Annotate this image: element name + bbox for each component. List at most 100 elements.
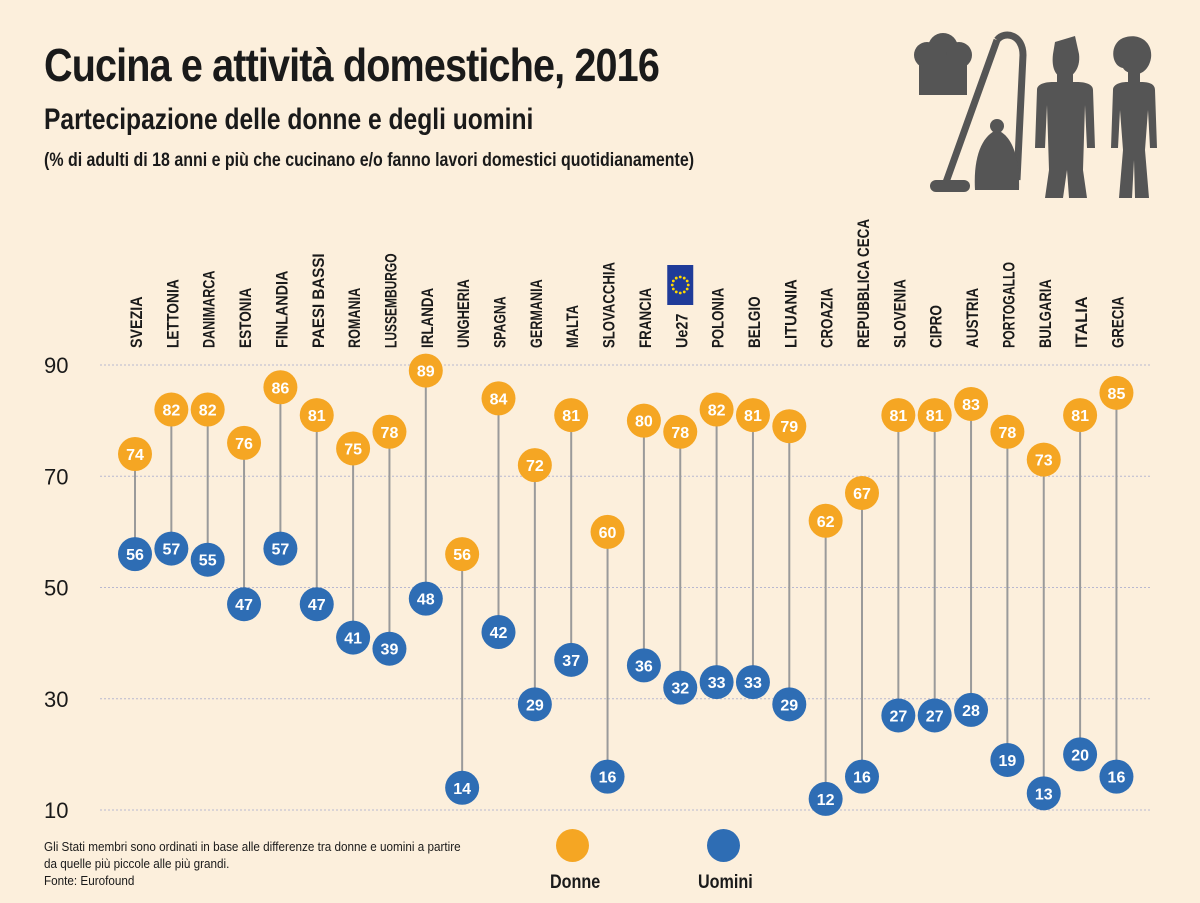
legend-uomini-swatch	[707, 829, 740, 862]
woman-icon	[1111, 36, 1157, 198]
donne-point	[808, 503, 843, 538]
category-label: MALTA	[563, 305, 582, 348]
uomini-value-label: 47	[308, 597, 326, 614]
y-tick-label: 50	[44, 576, 68, 601]
category-label: AUSTRIA	[963, 288, 982, 348]
uomini-point	[881, 698, 916, 733]
donne-value-label: 80	[635, 414, 653, 431]
eu-flag-star	[678, 291, 682, 295]
uomini-point	[408, 581, 443, 616]
donne-value-label: 56	[453, 547, 471, 564]
eu-flag-star	[674, 290, 678, 294]
eu-flag-star	[671, 287, 675, 291]
uomini-value-label: 19	[999, 753, 1017, 770]
donne-point	[154, 392, 189, 427]
donne-value-label: 79	[780, 419, 798, 436]
donne-point	[227, 425, 262, 460]
chart-note: (% di adulti di 18 anni e più che cucina…	[44, 150, 695, 171]
category-label: POLONIA	[709, 288, 728, 348]
uomini-value-label: 37	[562, 653, 580, 670]
uomini-point	[626, 648, 661, 683]
uomini-point	[445, 770, 480, 805]
category-label: Ue27	[672, 314, 691, 348]
donne-point	[917, 398, 952, 433]
uomini-point	[663, 670, 698, 705]
uomini-value-label: 27	[926, 708, 944, 725]
uomini-value-label: 16	[853, 770, 871, 787]
uomini-value-label: 28	[962, 703, 980, 720]
donne-point	[517, 448, 552, 483]
donne-point	[1063, 398, 1098, 433]
category-label: SLOVACCHIA	[600, 262, 619, 348]
donne-value-label: 83	[962, 397, 980, 414]
category-label: UNGHERIA	[454, 279, 473, 348]
man-icon	[1035, 36, 1095, 198]
eu-flag-star	[682, 276, 686, 280]
uomini-value-label: 48	[417, 592, 435, 609]
y-tick-label: 70	[44, 464, 68, 489]
uomini-point	[735, 665, 770, 700]
donne-point	[190, 392, 225, 427]
uomini-value-label: 13	[1035, 786, 1053, 803]
uomini-value-label: 16	[599, 770, 617, 787]
uomini-point	[1099, 759, 1134, 794]
uomini-point	[263, 531, 298, 566]
category-label: IRLANDA	[418, 288, 437, 348]
eu-flag-star	[682, 290, 686, 294]
eu-flag-star	[686, 283, 690, 287]
uomini-point	[336, 620, 371, 655]
donne-value-label: 81	[308, 408, 326, 425]
uomini-point	[299, 587, 334, 622]
donne-value-label: 82	[162, 403, 180, 420]
eu-flag-star	[674, 276, 678, 280]
footnote-line-1: Gli Stati membri sono ordinati in base a…	[44, 839, 461, 854]
donne-point	[735, 398, 770, 433]
uomini-point	[772, 687, 807, 722]
uomini-value-label: 36	[635, 658, 653, 675]
eu-flag-star	[685, 279, 689, 283]
uomini-point	[190, 542, 225, 577]
category-label: DANIMARCA	[200, 271, 219, 348]
uomini-value-label: 20	[1071, 747, 1089, 764]
donne-value-label: 75	[344, 441, 362, 458]
donne-value-label: 78	[671, 425, 689, 442]
icons-group	[914, 31, 1157, 198]
donne-point	[772, 409, 807, 444]
donne-value-label: 82	[708, 403, 726, 420]
category-label: ROMANIA	[345, 288, 364, 348]
uomini-value-label: 57	[162, 542, 180, 559]
uomini-value-label: 16	[1108, 770, 1126, 787]
category-label: LUSSEMBURGO	[381, 253, 400, 348]
donne-point	[1099, 375, 1134, 410]
category-label: GRECIA	[1108, 296, 1127, 348]
donne-point	[408, 353, 443, 388]
donne-value-label: 85	[1108, 386, 1126, 403]
uomini-value-label: 42	[490, 625, 508, 642]
category-label: CIPRO	[927, 305, 946, 348]
donne-point	[481, 381, 516, 416]
category-label: LETTONIA	[163, 279, 182, 348]
category-label: BELGIO	[745, 296, 764, 348]
uomini-point	[990, 742, 1025, 777]
footnote: Gli Stati membri sono ordinati in base a…	[44, 838, 461, 889]
category-label: LITUANIA	[781, 279, 800, 348]
donne-value-label: 81	[926, 408, 944, 425]
uomini-point	[154, 531, 189, 566]
uomini-value-label: 14	[453, 781, 471, 798]
donne-point	[1026, 442, 1061, 477]
donne-point	[845, 475, 879, 510]
donne-value-label: 74	[126, 447, 144, 464]
uomini-value-label: 56	[126, 547, 144, 564]
donne-value-label: 62	[817, 514, 835, 531]
uomini-point	[481, 615, 516, 649]
uomini-point	[554, 642, 589, 677]
uomini-value-label: 29	[780, 697, 798, 714]
category-label: PORTOGALLO	[999, 262, 1018, 348]
donne-point	[881, 398, 916, 433]
vacuum-cleaner-icon	[930, 31, 1027, 192]
category-label: BULGARIA	[1036, 279, 1055, 348]
y-tick-label: 10	[44, 798, 68, 823]
source-line: Fonte: Eurofound	[44, 873, 135, 888]
donne-point	[626, 403, 661, 438]
donne-value-label: 81	[562, 408, 580, 425]
